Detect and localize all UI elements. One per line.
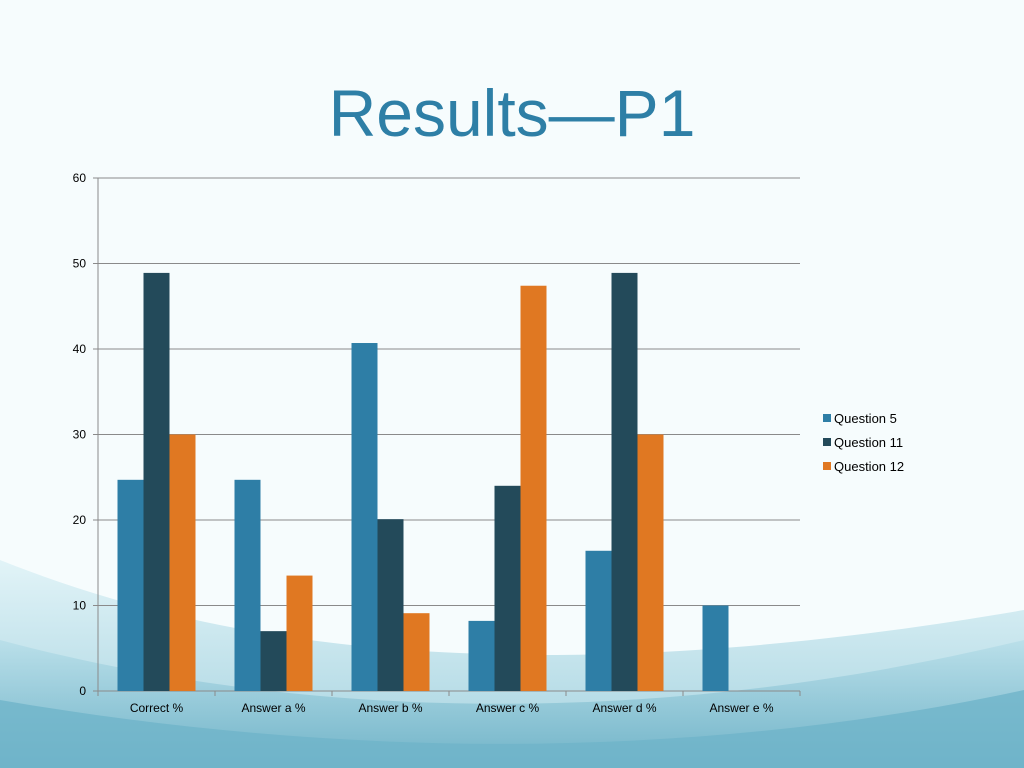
bar-question-11 [260,631,287,691]
y-tick-label: 20 [73,513,87,527]
bar-question-12 [520,285,547,691]
bar-question-5 [468,620,495,691]
wave-dark [0,690,1024,768]
legend-label: Question 12 [834,459,904,474]
x-tick-label: Correct % [130,701,184,715]
bar-question-5 [702,605,729,691]
x-tick-label: Answer d % [592,701,656,715]
bar-question-12 [403,613,430,691]
y-tick-label: 60 [73,171,87,185]
bar-question-5 [351,343,378,691]
bar-question-12 [637,434,664,691]
legend-swatch [823,414,831,422]
bar-question-12 [286,575,313,691]
x-tick-label: Answer b % [358,701,422,715]
y-tick-label: 10 [73,599,87,613]
legend-label: Question 5 [834,411,897,426]
y-tick-label: 40 [73,342,87,356]
legend-swatch [823,462,831,470]
bar-question-5 [234,479,261,691]
legend-swatch [823,438,831,446]
bar-question-5 [117,479,144,691]
slide-title: Results—P1 [328,76,696,150]
bar-question-5 [585,550,612,691]
bar-question-11 [377,519,404,691]
y-tick-label: 50 [73,257,87,271]
bar-question-11 [611,272,638,691]
bar-question-11 [143,272,170,691]
bar-question-11 [494,485,521,691]
y-tick-label: 0 [79,684,86,698]
x-tick-label: Answer a % [241,701,305,715]
x-tick-label: Answer e % [709,701,773,715]
legend-label: Question 11 [834,435,903,450]
x-tick-label: Answer c % [476,701,540,715]
y-tick-label: 30 [73,428,87,442]
bar-question-12 [169,434,196,691]
